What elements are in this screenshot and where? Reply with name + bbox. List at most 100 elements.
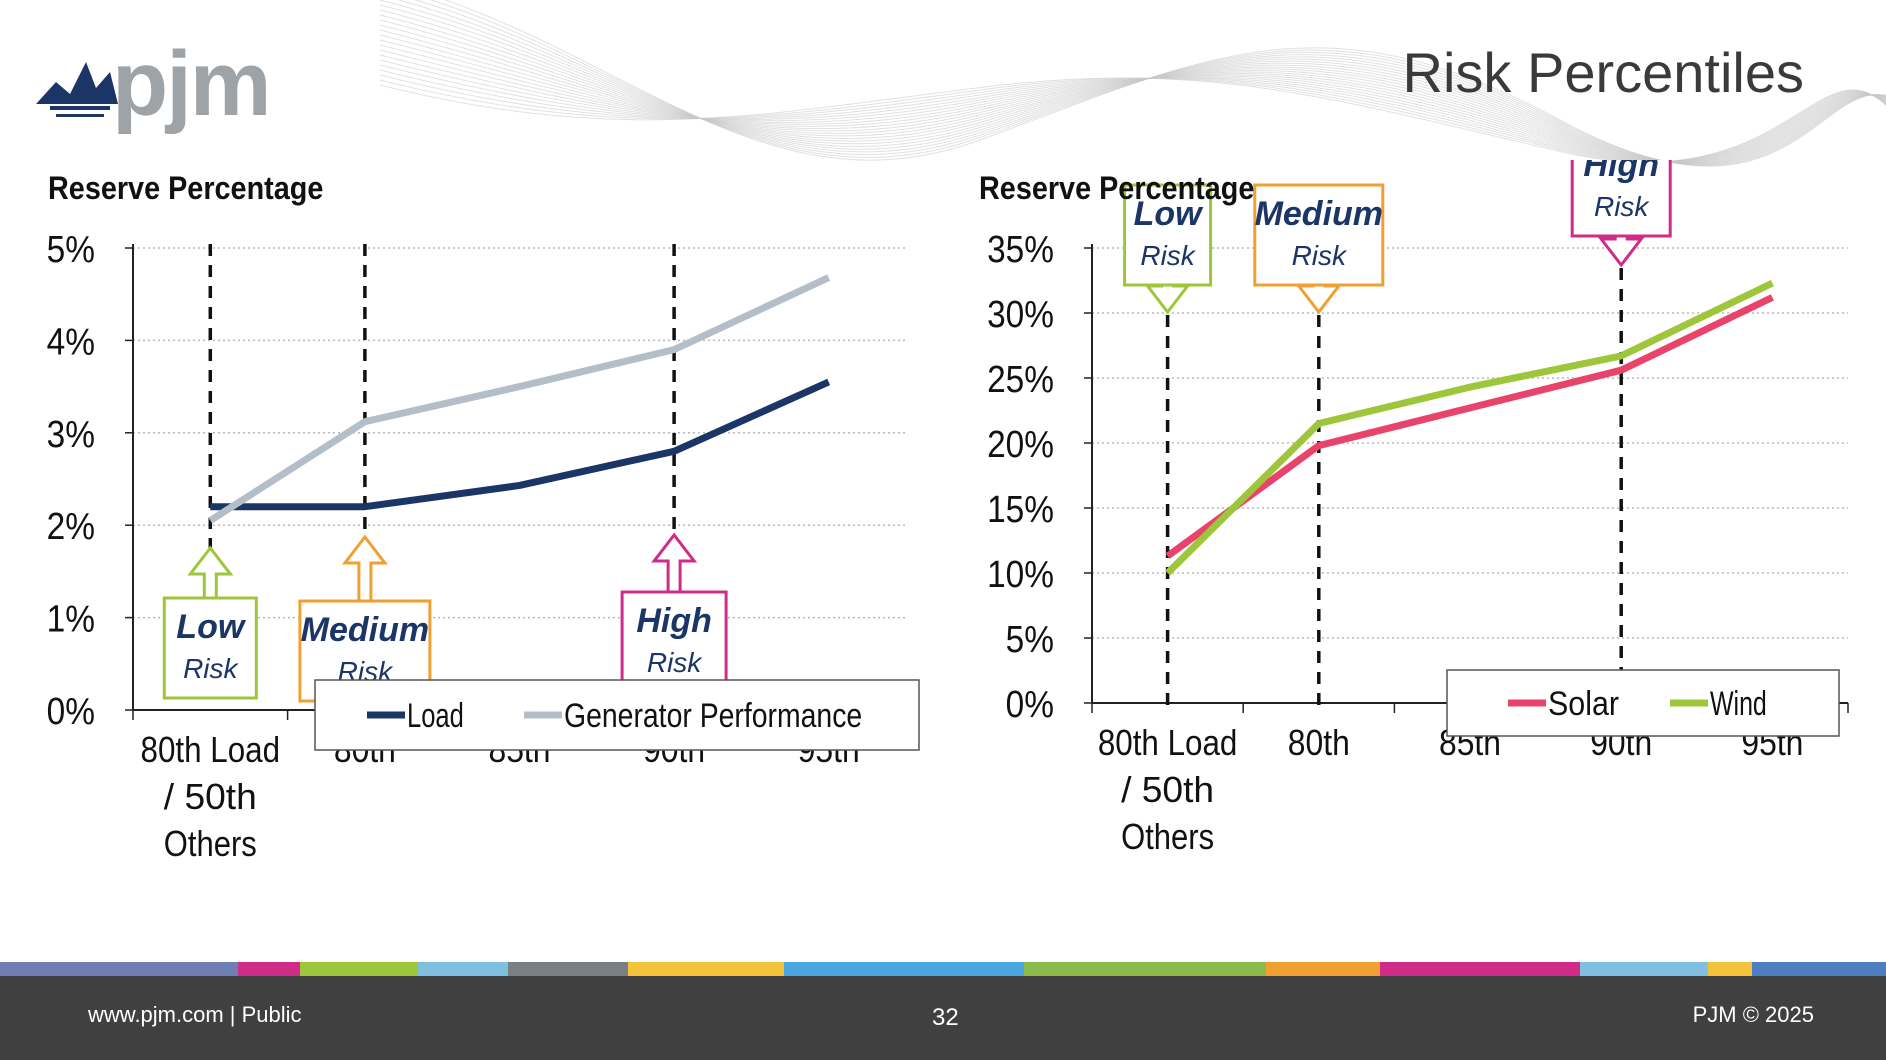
stripe-segment (300, 962, 418, 976)
legend-label: Generator Performance (564, 697, 862, 735)
stripe-segment (1380, 962, 1580, 976)
y-axis-title: Reserve Percentage (48, 170, 324, 206)
risk-box (1253, 183, 1385, 287)
risk-box (162, 596, 258, 700)
stripe-segment (1708, 962, 1752, 976)
legend-label: Wind (1710, 685, 1767, 723)
logo-text: pjm (112, 33, 272, 135)
x-tick-label: Others (164, 823, 257, 864)
risk-level-label: High (636, 602, 712, 640)
stripe-segment (628, 962, 784, 976)
stripe-segment (418, 962, 508, 976)
risk-callout-high: High Risk (620, 532, 728, 694)
x-tick-label: 80th (1288, 722, 1350, 763)
x-tick-label: / 50th (1121, 769, 1214, 810)
wave-line (379, 24, 1886, 163)
stripe-segment (0, 962, 238, 976)
wave-line (443, 0, 1886, 167)
series-line-wind (1165, 279, 1774, 576)
risk-box (620, 590, 728, 694)
risk-arrow-icon (1295, 283, 1342, 315)
risk-arrow-icon (1598, 234, 1645, 268)
background-wave-graphic (379, 0, 1886, 167)
wave-line (414, 0, 1886, 166)
wave-line (379, 9, 1886, 164)
risk-level-label: Medium (301, 611, 429, 649)
wave-line (379, 77, 1886, 163)
y-tick-label: 2% (47, 505, 95, 547)
stripe-segment (1024, 962, 1266, 976)
x-tick-label: / 50th (164, 776, 257, 817)
wave-line (379, 14, 1886, 164)
y-tick-label: 35% (987, 228, 1054, 270)
series-line-generator-performance (208, 274, 831, 524)
risk-arrow-icon (651, 532, 698, 594)
y-tick-label: 5% (47, 228, 95, 270)
footer-website: www.pjm.com | Public (88, 1002, 302, 1027)
risk-callout-high: High Risk (1570, 134, 1672, 268)
legend-label: Load (407, 697, 464, 735)
legend: Solar Wind (1446, 669, 1840, 737)
risk-sub-label: Risk (1292, 240, 1348, 271)
wave-line (396, 0, 1886, 166)
x-tick-label: 80th Load (1098, 722, 1238, 763)
risk-sub-label: Risk (1594, 191, 1650, 222)
risk-level-label: Low (176, 608, 247, 646)
series-line-load (210, 378, 831, 511)
chart-svg-left: 0%1%2%3%4%5%80th Load/ 50thOthers80th85t… (47, 228, 920, 864)
y-tick-label: 10% (987, 553, 1054, 595)
stripe-segment (508, 962, 628, 976)
footer-copyright: PJM © 2025 (1692, 1002, 1814, 1027)
risk-sub-label: Risk (647, 647, 703, 678)
pjm-logo (26, 42, 126, 127)
pjm-logo-mark-icon (36, 62, 118, 117)
risk-box (1123, 183, 1213, 287)
legend-label: Solar (1548, 685, 1619, 723)
wave-line (430, 0, 1886, 167)
stripe-segment (1580, 962, 1708, 976)
risk-arrow-icon (187, 545, 234, 600)
chart-svg-right: 0% 5% 10% 15% 20% 25% 30% 35% 80th Load / 50th Oth… (987, 134, 1849, 857)
y-tick-label: 1% (47, 598, 95, 640)
risk-level-label: Low (1134, 195, 1205, 233)
wave-line (379, 29, 1886, 163)
risk-arrow-icon (341, 534, 388, 603)
chart-reserve-load-generator: Reserve Percentage 0% 1% 2% 3% 4% 5% 80th Load… (0, 160, 943, 925)
wave-line (379, 34, 1886, 163)
stripe-segment (784, 962, 1024, 976)
footer: www.pjm.com | Public 32 PJM © 2025 (0, 976, 1886, 1060)
wave-line (379, 19, 1886, 164)
x-tick-label: Others (1121, 816, 1214, 857)
risk-sub-label: Risk (1140, 240, 1196, 271)
y-tick-label: 30% (987, 293, 1054, 335)
risk-callout-medium: Medium Risk (1253, 183, 1385, 315)
stripe-segment (238, 962, 300, 976)
page-number: 32 (932, 1004, 959, 1031)
y-tick-label: 4% (47, 320, 95, 362)
x-tick-label: 80th Load (141, 729, 281, 770)
risk-arrow-icon (1144, 283, 1191, 315)
wave-line (379, 39, 1886, 163)
stripe-segment (1752, 962, 1886, 976)
y-tick-label: 15% (987, 488, 1054, 530)
y-tick-label: 20% (987, 423, 1054, 465)
stripe-segment (1266, 962, 1380, 976)
risk-level-label: Medium (1255, 195, 1383, 233)
legend: Load Generator Performance (314, 679, 920, 751)
wave-line (379, 4, 1886, 165)
legend-box (314, 679, 920, 751)
y-tick-label: 5% (1006, 618, 1054, 660)
y-tick-label: 0% (47, 690, 95, 732)
legend-box (1446, 669, 1840, 737)
wave-line (379, 0, 1886, 165)
color-stripe (0, 962, 1886, 976)
y-axis-title: Reserve Percentage (979, 170, 1255, 206)
y-tick-label: 0% (1006, 683, 1054, 725)
y-tick-label: 25% (987, 358, 1054, 400)
risk-callout-low: Low Risk (162, 545, 258, 700)
risk-sub-label: Risk (183, 653, 239, 684)
risk-level-label: High (1583, 160, 1659, 184)
chart-reserve-solar-wind: Reserve Percentage 0% 5% 10% 15% 20% 25% 30% 35… (943, 134, 1886, 925)
series-line-solar (1165, 294, 1774, 559)
